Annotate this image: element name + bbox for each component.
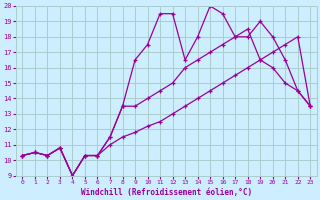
X-axis label: Windchill (Refroidissement éolien,°C): Windchill (Refroidissement éolien,°C) [81,188,252,197]
